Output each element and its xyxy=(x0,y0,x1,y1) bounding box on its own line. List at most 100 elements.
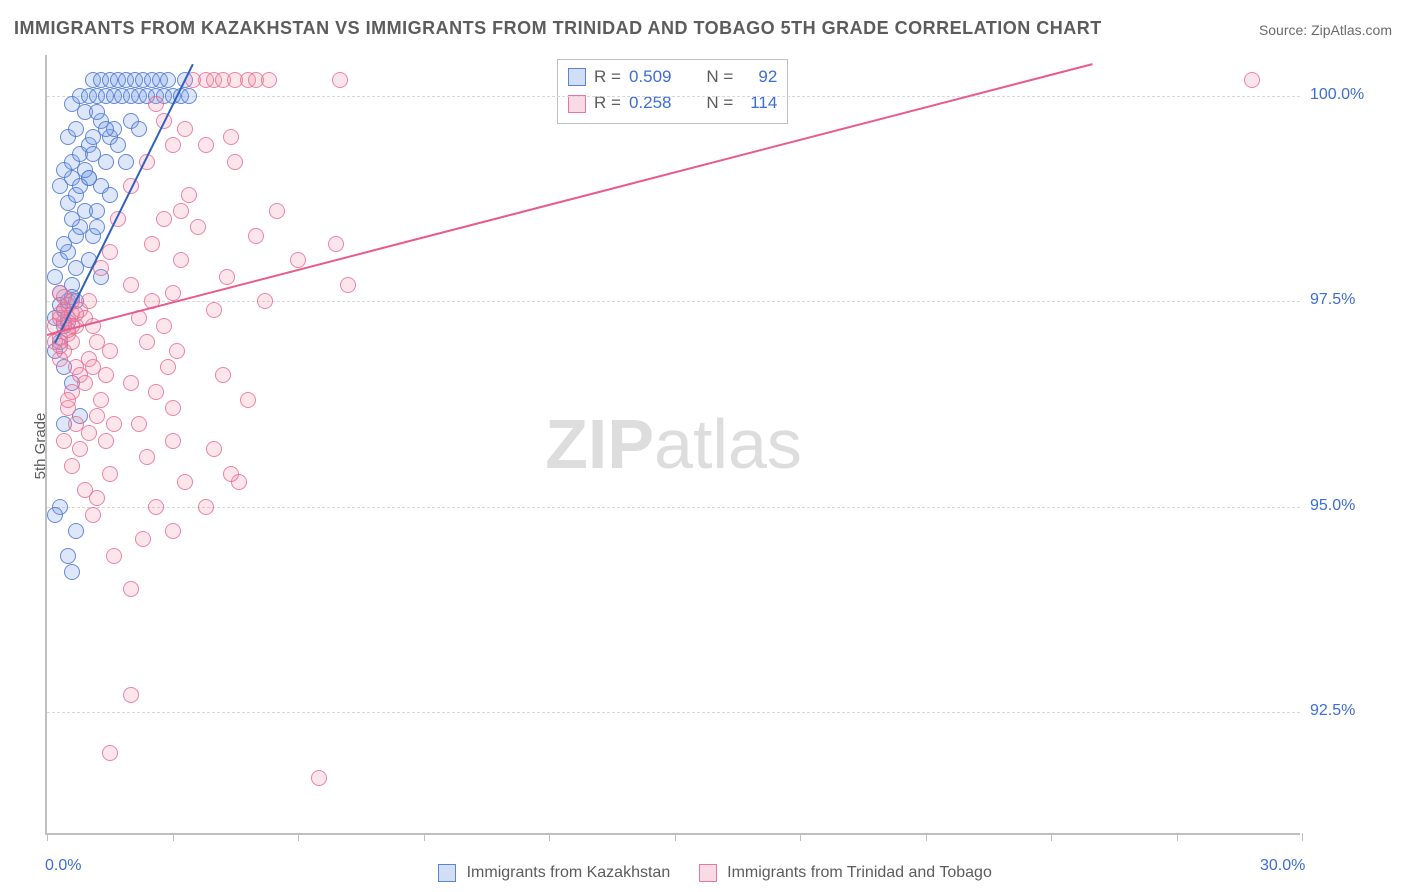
scatter-point xyxy=(148,499,164,515)
scatter-point xyxy=(223,129,239,145)
scatter-point xyxy=(110,137,126,153)
scatter-point xyxy=(64,564,80,580)
scatter-point xyxy=(165,400,181,416)
scatter-point xyxy=(72,441,88,457)
bottom-legend: Immigrants from Kazakhstan Immigrants fr… xyxy=(0,864,1406,882)
scatter-point xyxy=(156,211,172,227)
plot-area: ZIPatlas R =0.509 N =92R =0.258 N =114 xyxy=(45,55,1300,835)
stats-swatch xyxy=(568,68,586,86)
xtick-label: 0.0% xyxy=(45,857,81,875)
stats-swatch xyxy=(568,95,586,113)
scatter-point xyxy=(257,293,273,309)
xtick xyxy=(800,833,801,841)
scatter-point xyxy=(98,367,114,383)
chart-container: IMMIGRANTS FROM KAZAKHSTAN VS IMMIGRANTS… xyxy=(0,0,1406,892)
scatter-point xyxy=(135,531,151,547)
stat-r-val: 0.258 xyxy=(629,90,689,116)
legend-label-trinidad: Immigrants from Trinidad and Tobago xyxy=(727,864,992,881)
xtick xyxy=(47,833,48,841)
scatter-point xyxy=(148,384,164,400)
ytick-label: 95.0% xyxy=(1310,497,1355,515)
scatter-point xyxy=(219,269,235,285)
scatter-point xyxy=(177,474,193,490)
scatter-point xyxy=(89,104,105,120)
scatter-point xyxy=(139,449,155,465)
scatter-point xyxy=(165,137,181,153)
correlation-stats-box: R =0.509 N =92R =0.258 N =114 xyxy=(557,59,788,124)
xtick xyxy=(549,833,550,841)
watermark-light: atlas xyxy=(654,405,802,483)
scatter-point xyxy=(206,302,222,318)
ytick-label: 97.5% xyxy=(1310,291,1355,309)
scatter-point xyxy=(77,482,93,498)
scatter-point xyxy=(165,433,181,449)
scatter-point xyxy=(261,72,277,88)
scatter-point xyxy=(64,458,80,474)
scatter-point xyxy=(156,318,172,334)
scatter-point xyxy=(98,121,114,137)
scatter-point xyxy=(60,548,76,564)
scatter-point xyxy=(102,187,118,203)
scatter-point xyxy=(148,96,164,112)
xtick xyxy=(1177,833,1178,841)
stat-n-key: N = xyxy=(697,64,733,90)
legend-label-kazakhstan: Immigrants from Kazakhstan xyxy=(467,864,671,881)
scatter-point xyxy=(102,244,118,260)
scatter-point xyxy=(131,416,147,432)
gridline-h xyxy=(47,712,1300,713)
scatter-point xyxy=(269,203,285,219)
gridline-h xyxy=(47,301,1300,302)
scatter-point xyxy=(93,260,109,276)
xtick-label: 30.0% xyxy=(1260,857,1305,875)
stat-r-key: R = xyxy=(594,64,621,90)
source-label: Source: ZipAtlas.com xyxy=(1259,22,1392,38)
scatter-point xyxy=(56,289,72,305)
xtick xyxy=(926,833,927,841)
scatter-point xyxy=(123,277,139,293)
scatter-point xyxy=(102,466,118,482)
scatter-point xyxy=(340,277,356,293)
watermark-bold: ZIP xyxy=(545,405,654,483)
scatter-point xyxy=(72,178,88,194)
ytick-label: 100.0% xyxy=(1310,86,1364,104)
scatter-point xyxy=(215,367,231,383)
scatter-point xyxy=(139,334,155,350)
scatter-point xyxy=(177,121,193,137)
scatter-point xyxy=(248,228,264,244)
scatter-point xyxy=(332,72,348,88)
scatter-point xyxy=(89,203,105,219)
scatter-point xyxy=(223,466,239,482)
stat-n-val: 114 xyxy=(741,90,777,116)
scatter-point xyxy=(169,343,185,359)
scatter-point xyxy=(198,137,214,153)
scatter-point xyxy=(85,507,101,523)
scatter-point xyxy=(227,154,243,170)
legend-swatch-trinidad xyxy=(699,864,717,882)
xtick xyxy=(675,833,676,841)
scatter-point xyxy=(131,121,147,137)
scatter-point xyxy=(68,523,84,539)
scatter-point xyxy=(290,252,306,268)
scatter-point xyxy=(123,687,139,703)
scatter-point xyxy=(144,236,160,252)
scatter-point xyxy=(77,162,93,178)
scatter-point xyxy=(328,236,344,252)
scatter-point xyxy=(93,392,109,408)
scatter-point xyxy=(123,375,139,391)
scatter-point xyxy=(89,219,105,235)
scatter-point xyxy=(311,770,327,786)
scatter-point xyxy=(240,392,256,408)
scatter-point xyxy=(173,203,189,219)
scatter-point xyxy=(47,269,63,285)
scatter-point xyxy=(123,581,139,597)
ytick-label: 92.5% xyxy=(1310,702,1355,720)
gridline-h xyxy=(47,96,1300,97)
stat-r-val: 0.509 xyxy=(629,64,689,90)
scatter-point xyxy=(89,408,105,424)
scatter-point xyxy=(1244,72,1260,88)
xtick xyxy=(298,833,299,841)
scatter-point xyxy=(47,507,63,523)
scatter-point xyxy=(77,375,93,391)
scatter-point xyxy=(68,416,84,432)
xtick xyxy=(1302,833,1303,841)
